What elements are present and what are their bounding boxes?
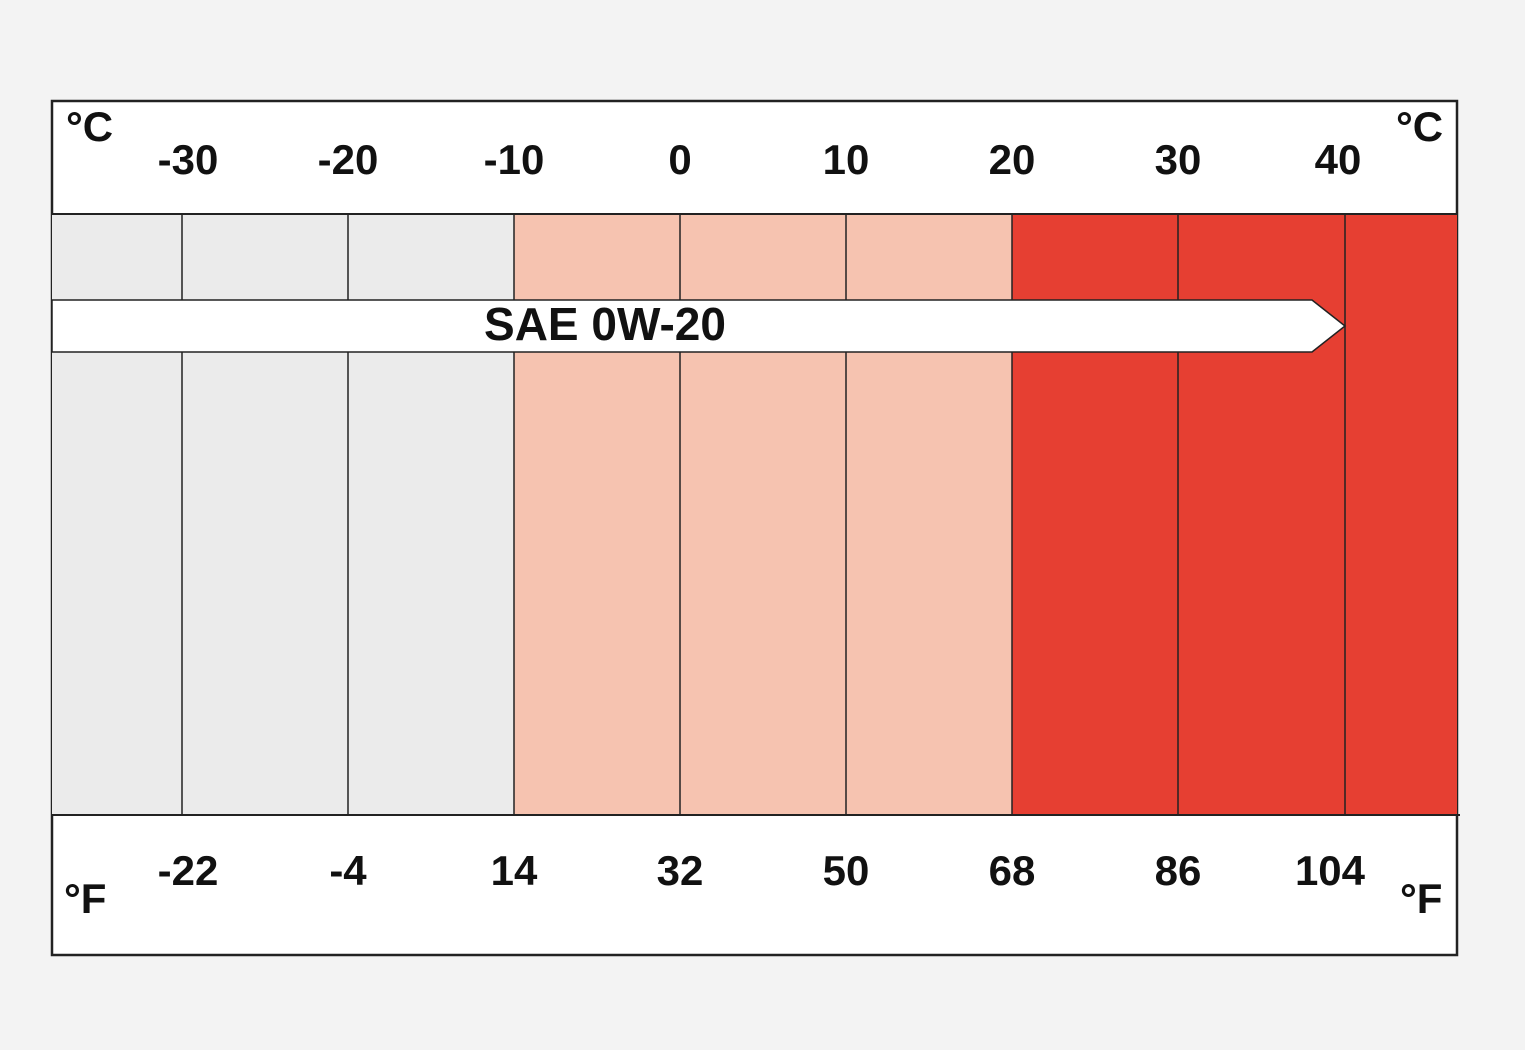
celsius-label: 30 <box>1155 136 1202 183</box>
fahrenheit-label: 86 <box>1155 847 1202 894</box>
oil-arrow <box>51 299 1347 353</box>
oil-label: SAE 0W-20 <box>484 298 726 350</box>
celsius-label: -20 <box>318 136 379 183</box>
celsius-label: 40 <box>1315 136 1362 183</box>
celsius-label: -30 <box>158 136 219 183</box>
fahrenheit-label: 104 <box>1295 847 1366 894</box>
celsius-unit: °C <box>66 103 113 150</box>
fahrenheit-label: 68 <box>989 847 1036 894</box>
celsius-label: 0 <box>668 136 691 183</box>
celsius-label: -10 <box>484 136 545 183</box>
celsius-label: 10 <box>823 136 870 183</box>
celsius-label: 20 <box>989 136 1036 183</box>
celsius-unit: °C <box>1396 103 1443 150</box>
fahrenheit-label: 14 <box>491 847 538 894</box>
fahrenheit-label: 50 <box>823 847 870 894</box>
fahrenheit-label: -22 <box>158 847 219 894</box>
fahrenheit-label: 32 <box>657 847 704 894</box>
fahrenheit-unit: °F <box>64 875 106 922</box>
fahrenheit-label: -4 <box>329 847 367 894</box>
fahrenheit-unit: °F <box>1400 875 1442 922</box>
